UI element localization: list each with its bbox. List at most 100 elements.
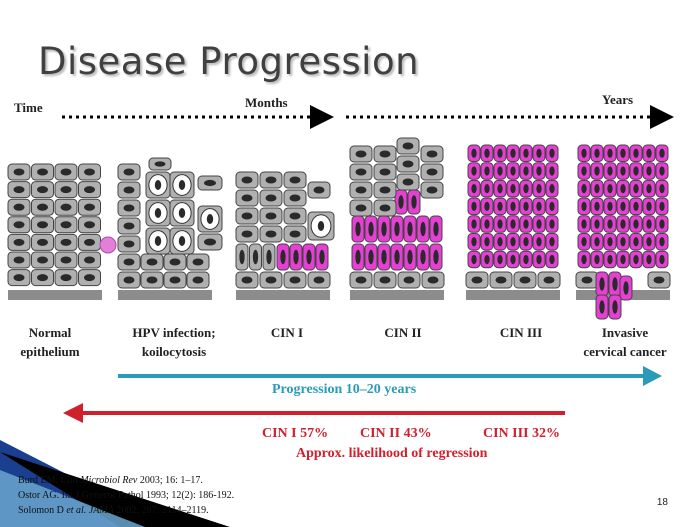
nucleus <box>84 203 95 211</box>
nucleus <box>379 204 391 212</box>
nucleus <box>620 254 626 265</box>
nucleus <box>146 276 158 284</box>
nucleus <box>581 237 587 247</box>
nucleus <box>379 168 391 176</box>
nucleus <box>607 237 613 247</box>
stage-label-cin3: CIN III <box>499 325 543 340</box>
nucleus <box>536 184 542 194</box>
nucleus <box>620 219 626 229</box>
nucleus <box>594 254 600 265</box>
nucleus <box>484 219 490 229</box>
basement-membrane <box>236 290 330 300</box>
nucleus <box>192 276 204 284</box>
nucleus <box>289 230 301 238</box>
regression-value-cin2: CIN II 43% <box>360 426 432 441</box>
nucleus <box>484 148 490 158</box>
nucleus <box>497 184 503 194</box>
nucleus <box>407 249 413 265</box>
nucleus <box>646 166 652 176</box>
nucleus <box>510 166 516 176</box>
nucleus <box>581 201 587 211</box>
nucleus <box>403 276 415 284</box>
nucleus <box>37 203 48 211</box>
basement-membrane <box>350 290 444 300</box>
nucleus <box>154 161 166 167</box>
stage-label-cin2: CIN II <box>384 325 422 340</box>
nucleus <box>84 168 95 176</box>
nucleus <box>471 148 477 158</box>
nucleus <box>368 249 374 265</box>
nucleus <box>123 168 135 176</box>
nucleus <box>594 201 600 211</box>
nucleus <box>13 256 25 264</box>
nucleus <box>607 148 613 158</box>
nucleus <box>402 178 414 186</box>
nucleus <box>510 184 516 194</box>
nucleus <box>607 219 613 229</box>
nucleus <box>433 249 439 265</box>
nucleus <box>549 254 555 265</box>
nucleus <box>266 249 272 265</box>
nucleus <box>633 148 639 158</box>
nucleus <box>653 276 665 284</box>
nucleus <box>471 254 477 265</box>
nucleus <box>241 230 253 238</box>
nucleus <box>659 166 665 176</box>
regression-arrow <box>63 403 565 423</box>
nucleus <box>381 249 387 265</box>
nucleus <box>633 184 639 194</box>
nucleus <box>646 148 652 158</box>
nucleus <box>319 249 325 265</box>
nucleus <box>178 180 186 190</box>
nucleus <box>313 276 325 284</box>
nucleus <box>37 221 48 229</box>
nucleus <box>37 238 48 246</box>
nucleus <box>84 221 95 229</box>
nucleus <box>510 201 516 211</box>
nucleus <box>355 249 361 265</box>
virus-particle <box>99 236 117 254</box>
nucleus <box>633 254 639 265</box>
nucleus <box>206 214 214 224</box>
nucleus <box>646 254 652 265</box>
nucleus <box>265 276 277 284</box>
nucleus <box>519 276 531 284</box>
nucleus <box>317 221 325 231</box>
nucleus <box>355 150 367 158</box>
nucleus <box>13 203 25 211</box>
nucleus <box>154 208 162 218</box>
nucleus <box>60 203 72 211</box>
nucleus <box>13 221 25 229</box>
nucleus <box>178 208 186 218</box>
nucleus <box>620 237 626 247</box>
nucleus <box>426 186 438 194</box>
nucleus <box>252 249 259 265</box>
reference-item: Solomon D et al. JAMA 2002; 287: 2114–21… <box>18 505 209 516</box>
nucleus <box>495 276 507 284</box>
corner-decoration <box>0 440 230 527</box>
years-label: Years <box>602 92 634 107</box>
nucleus <box>306 249 312 265</box>
nucleus <box>379 150 391 158</box>
nucleus <box>633 166 639 176</box>
nucleus <box>84 274 95 282</box>
nucleus <box>536 201 542 211</box>
nucleus <box>471 276 483 284</box>
nucleus <box>536 148 542 158</box>
nucleus <box>289 194 301 202</box>
nucleus <box>289 212 301 220</box>
nucleus <box>523 254 529 265</box>
nucleus <box>402 142 414 150</box>
nucleus <box>484 201 490 211</box>
nucleus <box>536 166 542 176</box>
nucleus <box>60 221 72 229</box>
nucleus <box>659 254 665 265</box>
nucleus <box>607 254 613 265</box>
nucleus <box>549 148 555 158</box>
nucleus <box>612 300 618 314</box>
nucleus <box>523 148 529 158</box>
nucleus <box>241 176 253 184</box>
reference-item: Ostor AG. Int J Gynecol Pathol 1993; 12(… <box>18 490 235 501</box>
nucleus <box>13 168 25 176</box>
